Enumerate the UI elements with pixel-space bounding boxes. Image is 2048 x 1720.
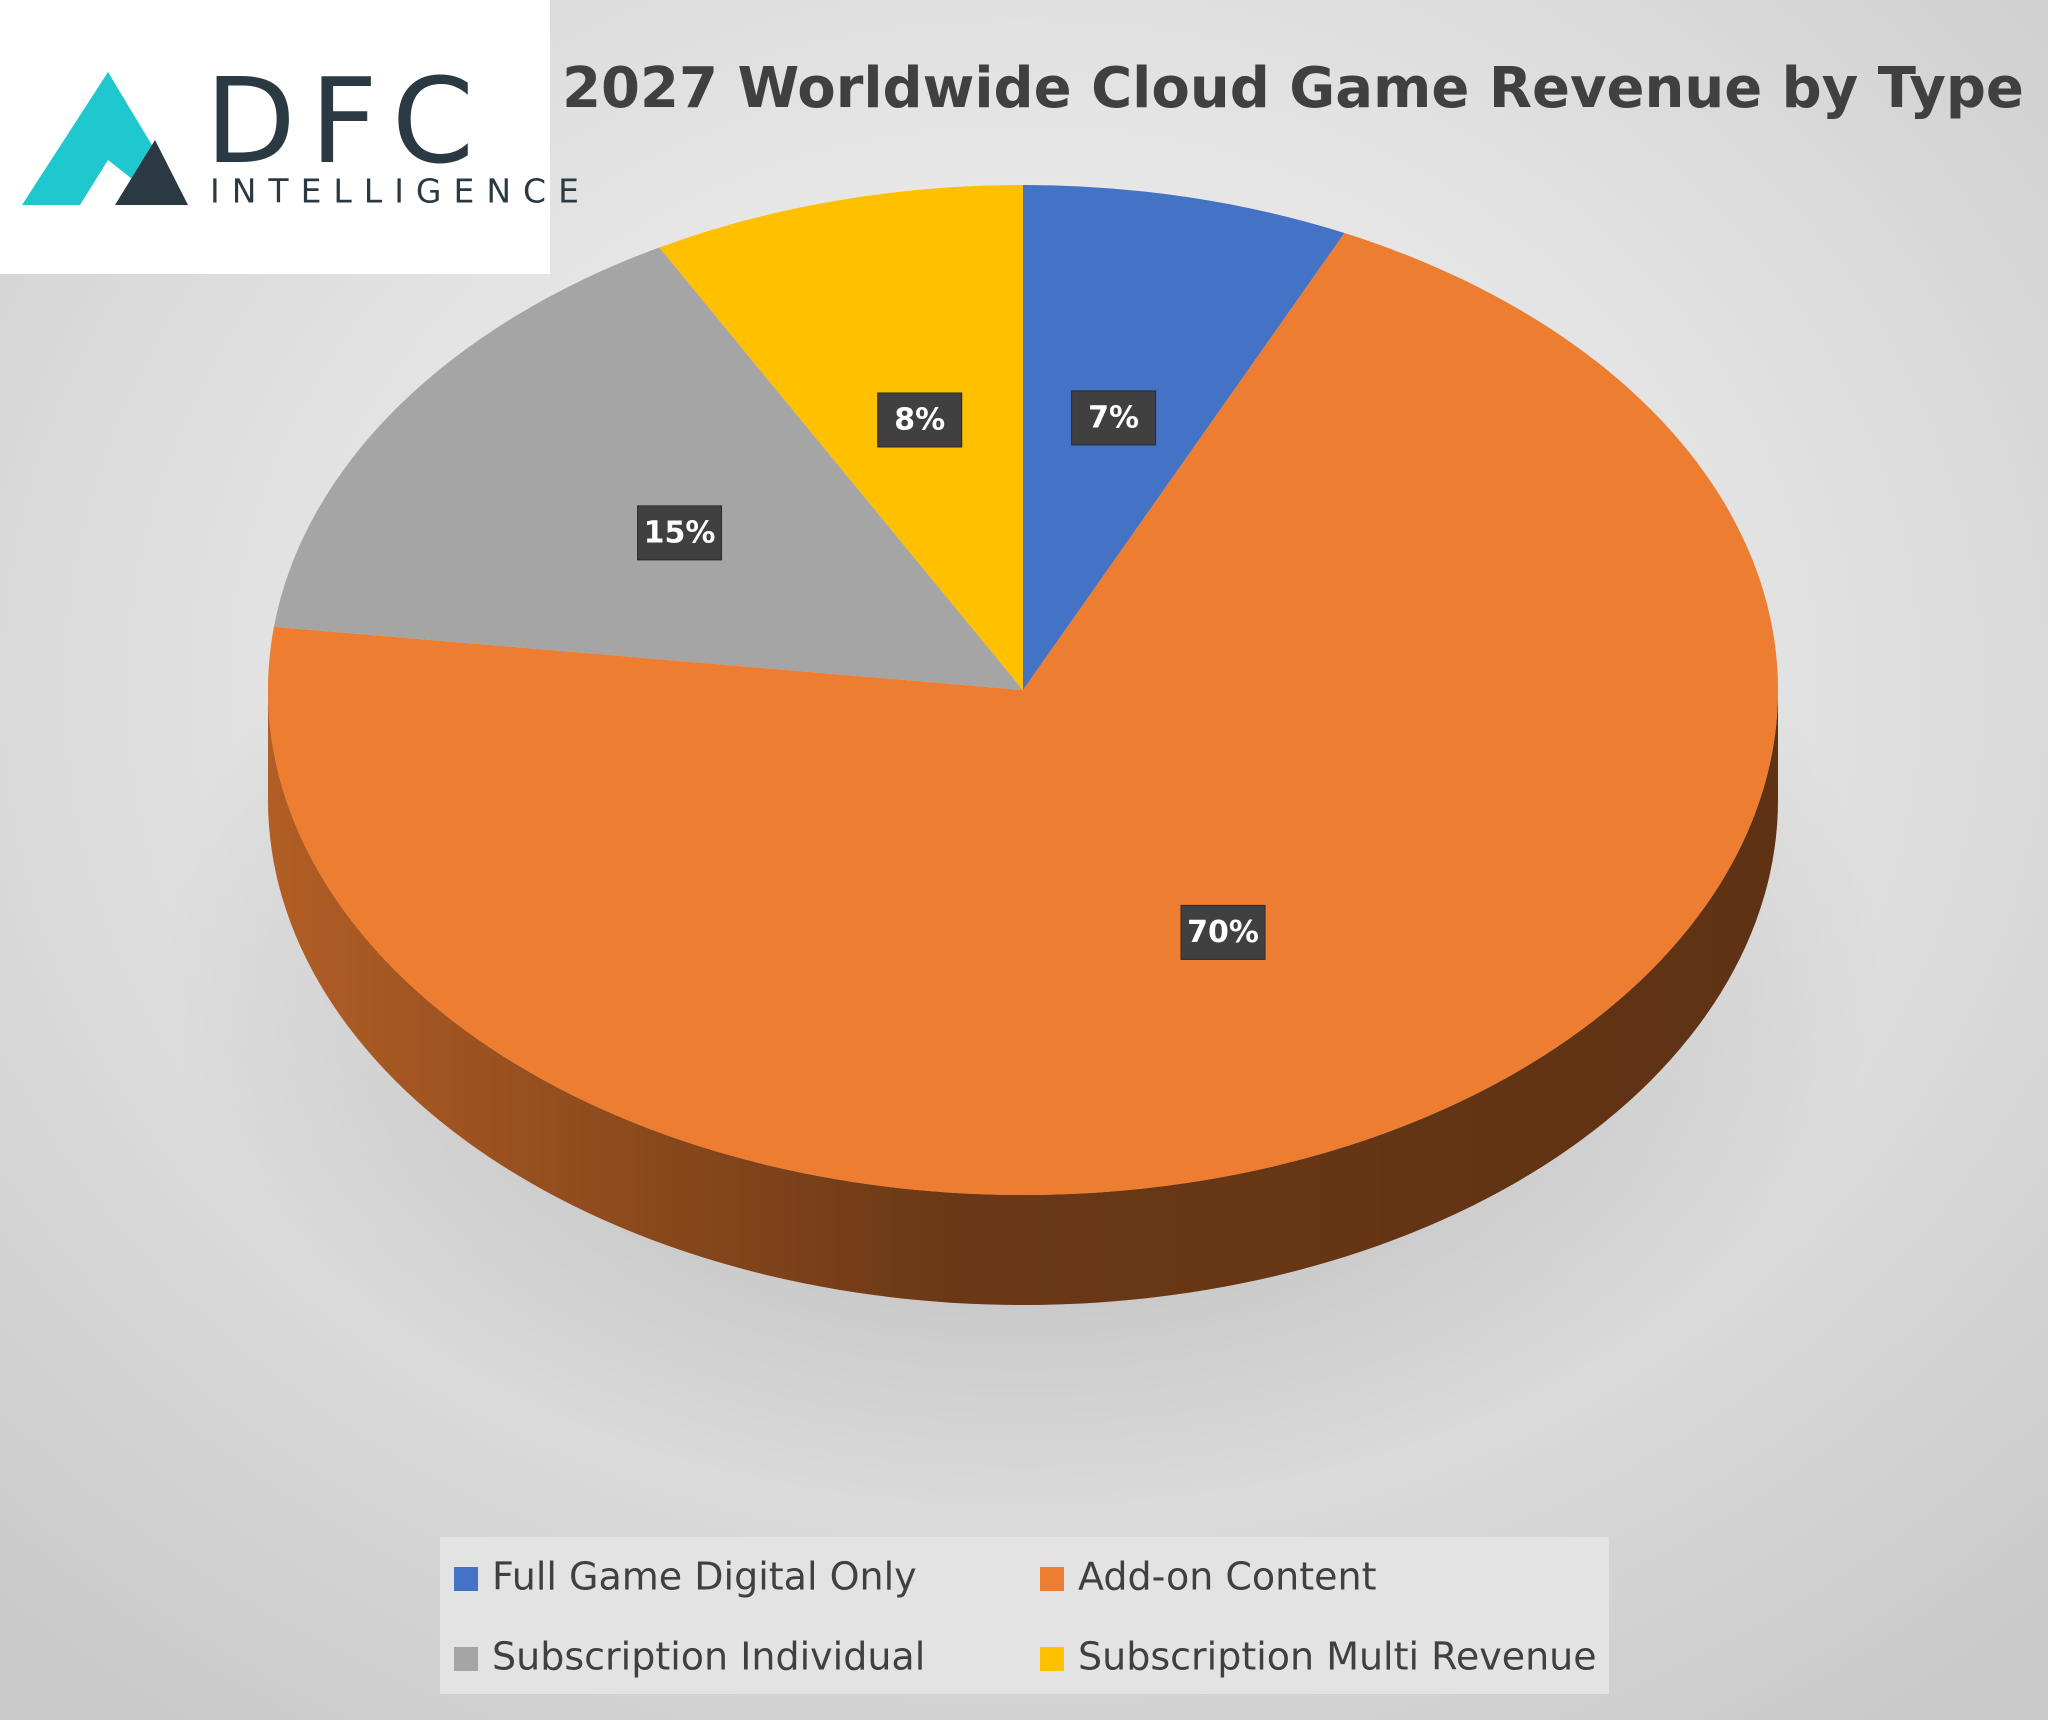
data-label-box bbox=[1180, 904, 1266, 960]
legend-swatch bbox=[454, 1647, 478, 1671]
data-label-box bbox=[637, 505, 723, 561]
legend-label: Subscription Individual bbox=[492, 1635, 925, 1679]
legend-label: Subscription Multi Revenue bbox=[1078, 1635, 1597, 1679]
data-label-text: 70% bbox=[1187, 915, 1259, 950]
logo: DFC INTELLIGENCE bbox=[0, 0, 591, 274]
slice bbox=[659, 185, 1023, 690]
data-label: 7% bbox=[1071, 390, 1157, 446]
slice bbox=[1023, 185, 1345, 690]
data-label-box bbox=[877, 392, 963, 448]
data-label-text: 8% bbox=[894, 402, 945, 437]
logo-tagline: INTELLIGENCE bbox=[210, 172, 591, 211]
chart-title: 2027 Worldwide Cloud Game Revenue by Typ… bbox=[562, 56, 2024, 121]
data-labels: 7% 70% 15% 8% bbox=[637, 390, 1266, 960]
slice-side-shade bbox=[268, 690, 1778, 1305]
legend: Full Game Digital Only Add-on Content Subs… bbox=[454, 1555, 1597, 1679]
legend-label: Add-on Content bbox=[1078, 1555, 1377, 1599]
logo-triangle-dark bbox=[115, 140, 188, 205]
legend-swatch bbox=[1040, 1647, 1064, 1671]
data-label: 8% bbox=[877, 392, 963, 448]
slice bbox=[267, 233, 1778, 1196]
legend-swatch bbox=[454, 1567, 478, 1591]
data-label: 70% bbox=[1180, 904, 1266, 960]
legend-label: Full Game Digital Only bbox=[492, 1555, 917, 1599]
data-label-text: 7% bbox=[1088, 400, 1139, 435]
data-label-box bbox=[1071, 390, 1157, 446]
data-label-text: 15% bbox=[644, 515, 716, 550]
data-label: 15% bbox=[637, 505, 723, 561]
pie bbox=[267, 185, 1778, 1305]
logo-name: DFC bbox=[205, 52, 488, 190]
slice bbox=[273, 247, 1024, 690]
legend-box bbox=[440, 1537, 1609, 1694]
legend-swatch bbox=[1040, 1567, 1064, 1591]
